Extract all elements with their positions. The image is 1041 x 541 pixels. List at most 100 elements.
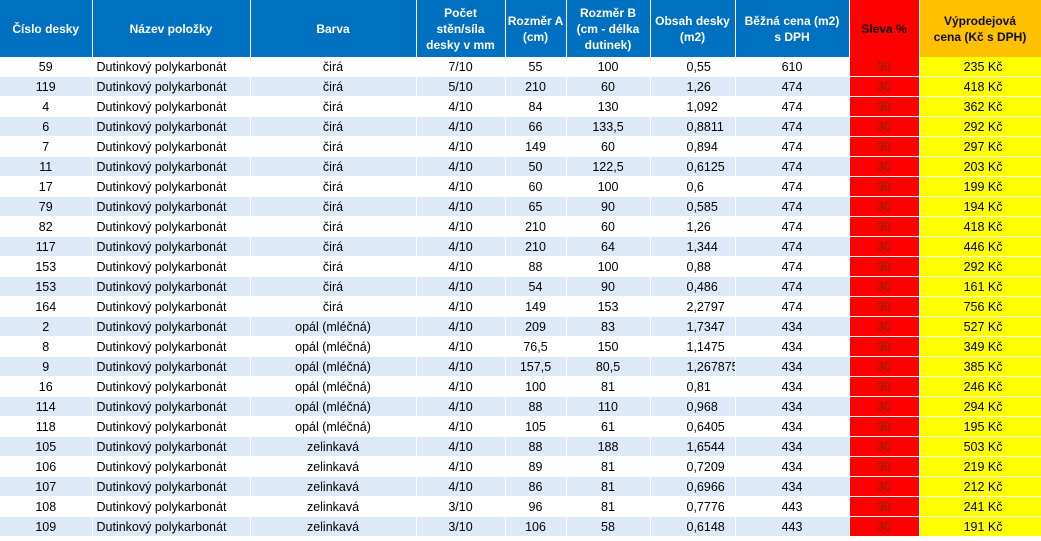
cell-sleva[interactable]: 30 <box>849 376 920 397</box>
cell-vyprodejova-cena[interactable]: 161 Kč <box>919 276 1041 297</box>
cell-pocet-sten[interactable]: 4/10 <box>416 456 506 477</box>
cell-obsah-desky[interactable]: 0,8811 <box>650 116 736 137</box>
cell-rozmer-a[interactable]: 157,5 <box>505 356 567 377</box>
cell-nazev-polozky[interactable]: Dutinkový polykarbonát <box>92 156 251 177</box>
cell-nazev-polozky[interactable]: Dutinkový polykarbonát <box>92 276 251 297</box>
cell-pocet-sten[interactable]: 4/10 <box>416 356 506 377</box>
cell-sleva[interactable]: 30 <box>849 216 920 237</box>
header-obsah-desky[interactable]: Obsah desky (m2) <box>650 0 736 57</box>
cell-cislo-desky[interactable]: 82 <box>0 216 93 237</box>
cell-barva[interactable]: čirá <box>250 216 417 237</box>
cell-obsah-desky[interactable]: 0,7209 <box>650 456 736 477</box>
cell-rozmer-a[interactable]: 89 <box>505 456 567 477</box>
cell-barva[interactable]: čirá <box>250 136 417 157</box>
cell-sleva[interactable]: 30 <box>849 456 920 477</box>
cell-barva[interactable]: čirá <box>250 236 417 257</box>
cell-cislo-desky[interactable]: 16 <box>0 376 93 397</box>
cell-vyprodejova-cena[interactable]: 203 Kč <box>919 156 1041 177</box>
cell-obsah-desky[interactable]: 1,26 <box>650 216 736 237</box>
cell-barva[interactable]: čirá <box>250 156 417 177</box>
cell-bezna-cena[interactable]: 474 <box>735 136 850 157</box>
cell-barva[interactable]: čirá <box>250 196 417 217</box>
header-barva[interactable]: Barva <box>250 0 417 57</box>
cell-cislo-desky[interactable]: 2 <box>0 316 93 337</box>
cell-cislo-desky[interactable]: 114 <box>0 396 93 417</box>
cell-vyprodejova-cena[interactable]: 235 Kč <box>919 57 1041 77</box>
cell-barva[interactable]: čirá <box>250 296 417 317</box>
cell-rozmer-b[interactable]: 90 <box>566 196 651 217</box>
cell-rozmer-b[interactable]: 81 <box>566 476 651 497</box>
cell-cislo-desky[interactable]: 105 <box>0 436 93 457</box>
cell-barva[interactable]: čirá <box>250 176 417 197</box>
header-bezna-cena[interactable]: Běžná cena (m2) s DPH <box>735 0 850 57</box>
cell-rozmer-b[interactable]: 100 <box>566 256 651 277</box>
cell-nazev-polozky[interactable]: Dutinkový polykarbonát <box>92 436 251 457</box>
cell-rozmer-b[interactable]: 122,5 <box>566 156 651 177</box>
cell-cislo-desky[interactable]: 17 <box>0 176 93 197</box>
cell-vyprodejova-cena[interactable]: 241 Kč <box>919 496 1041 517</box>
cell-vyprodejova-cena[interactable]: 527 Kč <box>919 316 1041 337</box>
cell-nazev-polozky[interactable]: Dutinkový polykarbonát <box>92 396 251 417</box>
cell-sleva[interactable]: 30 <box>849 196 920 217</box>
cell-cislo-desky[interactable]: 107 <box>0 476 93 497</box>
cell-pocet-sten[interactable]: 4/10 <box>416 336 506 357</box>
cell-nazev-polozky[interactable]: Dutinkový polykarbonát <box>92 376 251 397</box>
cell-nazev-polozky[interactable]: Dutinkový polykarbonát <box>92 236 251 257</box>
cell-obsah-desky[interactable]: 0,6 <box>650 176 736 197</box>
cell-rozmer-a[interactable]: 210 <box>505 216 567 237</box>
cell-sleva[interactable]: 30 <box>849 116 920 137</box>
cell-rozmer-a[interactable]: 149 <box>505 136 567 157</box>
cell-rozmer-a[interactable]: 88 <box>505 256 567 277</box>
cell-obsah-desky[interactable]: 1,344 <box>650 236 736 257</box>
cell-bezna-cena[interactable]: 434 <box>735 316 850 337</box>
cell-bezna-cena[interactable]: 474 <box>735 156 850 177</box>
cell-obsah-desky[interactable]: 2,2797 <box>650 296 736 317</box>
cell-bezna-cena[interactable]: 434 <box>735 416 850 437</box>
cell-vyprodejova-cena[interactable]: 418 Kč <box>919 76 1041 97</box>
cell-bezna-cena[interactable]: 474 <box>735 216 850 237</box>
cell-obsah-desky[interactable]: 1,1475 <box>650 336 736 357</box>
cell-pocet-sten[interactable]: 4/10 <box>416 156 506 177</box>
cell-vyprodejova-cena[interactable]: 756 Kč <box>919 296 1041 317</box>
cell-nazev-polozky[interactable]: Dutinkový polykarbonát <box>92 416 251 437</box>
cell-pocet-sten[interactable]: 4/10 <box>416 296 506 317</box>
cell-rozmer-b[interactable]: 188 <box>566 436 651 457</box>
header-cislo-desky[interactable]: Číslo desky <box>0 0 93 57</box>
cell-rozmer-a[interactable]: 60 <box>505 176 567 197</box>
cell-rozmer-b[interactable]: 133,5 <box>566 116 651 137</box>
cell-obsah-desky[interactable]: 0,7776 <box>650 496 736 517</box>
cell-bezna-cena[interactable]: 434 <box>735 396 850 417</box>
cell-pocet-sten[interactable]: 4/10 <box>416 216 506 237</box>
cell-nazev-polozky[interactable]: Dutinkový polykarbonát <box>92 316 251 337</box>
cell-barva[interactable]: opál (mléčná) <box>250 356 417 377</box>
cell-vyprodejova-cena[interactable]: 246 Kč <box>919 376 1041 397</box>
cell-sleva[interactable]: 30 <box>849 76 920 97</box>
cell-cislo-desky[interactable]: 7 <box>0 136 93 157</box>
cell-rozmer-b[interactable]: 60 <box>566 76 651 97</box>
cell-rozmer-a[interactable]: 149 <box>505 296 567 317</box>
cell-sleva[interactable]: 30 <box>849 396 920 417</box>
cell-rozmer-b[interactable]: 100 <box>566 57 651 77</box>
cell-rozmer-a[interactable]: 209 <box>505 316 567 337</box>
cell-pocet-sten[interactable]: 4/10 <box>416 276 506 297</box>
cell-cislo-desky[interactable]: 108 <box>0 496 93 517</box>
cell-barva[interactable]: čirá <box>250 57 417 77</box>
cell-barva[interactable]: opál (mléčná) <box>250 316 417 337</box>
cell-rozmer-b[interactable]: 60 <box>566 136 651 157</box>
cell-cislo-desky[interactable]: 4 <box>0 96 93 117</box>
cell-sleva[interactable]: 30 <box>849 516 920 537</box>
cell-rozmer-b[interactable]: 90 <box>566 276 651 297</box>
cell-pocet-sten[interactable]: 4/10 <box>416 256 506 277</box>
cell-barva[interactable]: opál (mléčná) <box>250 336 417 357</box>
cell-nazev-polozky[interactable]: Dutinkový polykarbonát <box>92 296 251 317</box>
cell-vyprodejova-cena[interactable]: 294 Kč <box>919 396 1041 417</box>
cell-pocet-sten[interactable]: 4/10 <box>416 376 506 397</box>
cell-bezna-cena[interactable]: 474 <box>735 236 850 257</box>
cell-obsah-desky[interactable]: 1,092 <box>650 96 736 117</box>
cell-obsah-desky[interactable]: 0,6405 <box>650 416 736 437</box>
cell-vyprodejova-cena[interactable]: 219 Kč <box>919 456 1041 477</box>
cell-pocet-sten[interactable]: 4/10 <box>416 396 506 417</box>
header-sleva[interactable]: Sleva % <box>849 0 920 57</box>
cell-pocet-sten[interactable]: 4/10 <box>416 196 506 217</box>
cell-cislo-desky[interactable]: 164 <box>0 296 93 317</box>
